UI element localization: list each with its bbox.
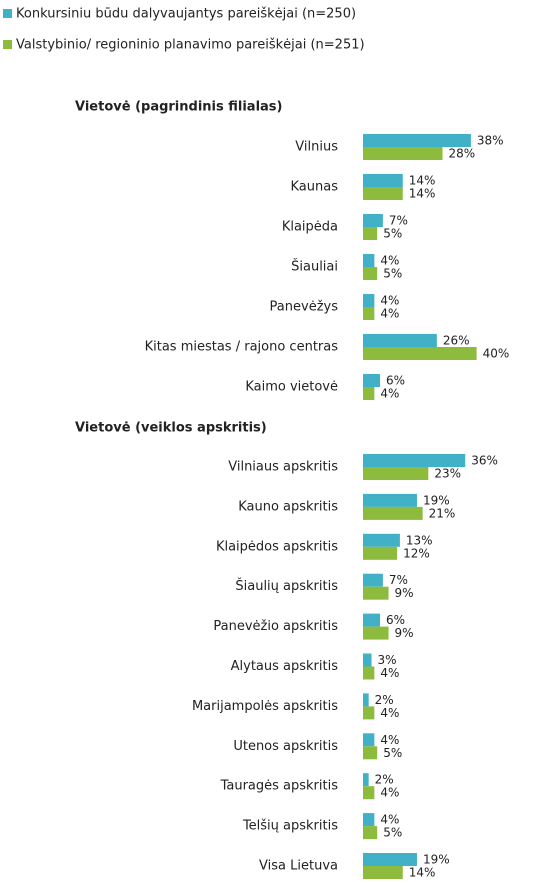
value-label: 4%	[380, 706, 399, 720]
value-label: 19%	[423, 493, 450, 507]
value-label: 21%	[429, 506, 456, 520]
bar	[363, 546, 398, 560]
category-label: Klaipėda	[282, 220, 338, 235]
category-label: Telšių apskritis	[242, 819, 338, 834]
bar	[363, 746, 378, 760]
value-label: 4%	[380, 307, 399, 321]
legend-swatch	[3, 40, 12, 49]
section-title: Vietovė (veiklos apskritis)	[75, 421, 267, 436]
bar	[363, 813, 375, 827]
bar	[363, 267, 378, 280]
bar	[363, 493, 417, 507]
bar	[363, 773, 369, 787]
bar	[363, 786, 375, 800]
bar	[363, 693, 369, 707]
bar	[363, 826, 378, 840]
category-label: Šiaulių apskritis	[235, 578, 338, 594]
bar	[363, 533, 400, 547]
category-label: Tauragės apskritis	[220, 779, 339, 794]
category-label: Šiauliai	[291, 259, 338, 275]
value-label: 7%	[389, 573, 408, 587]
bar	[363, 586, 389, 600]
value-label: 36%	[471, 454, 498, 468]
category-label: Klaipėdos apskritis	[216, 539, 338, 554]
value-label: 13%	[406, 533, 433, 547]
bar	[363, 573, 383, 587]
category-label: Panevėžys	[270, 300, 339, 315]
value-label: 6%	[386, 613, 405, 627]
value-label: 14%	[409, 187, 436, 201]
bar	[363, 666, 375, 680]
value-label: 2%	[375, 773, 394, 787]
bar	[363, 653, 372, 667]
value-label: 38%	[477, 134, 504, 148]
bar	[363, 866, 403, 879]
value-label: 23%	[434, 467, 461, 481]
section-title: Vietovė (pagrindinis filialas)	[75, 100, 282, 115]
bar	[363, 227, 378, 240]
value-label: 6%	[386, 374, 405, 388]
value-label: 4%	[380, 786, 399, 800]
legend-label: Valstybinio/ regioninio planavimo pareiš…	[16, 38, 365, 53]
value-label: 5%	[383, 746, 402, 760]
value-label: 4%	[380, 666, 399, 680]
category-label: Utenos apskritis	[233, 739, 338, 754]
value-label: 28%	[449, 147, 476, 161]
bar	[363, 733, 375, 747]
bar	[363, 853, 417, 866]
bar	[363, 307, 375, 320]
category-label: Vilniaus apskritis	[228, 460, 338, 475]
value-label: 4%	[380, 733, 399, 747]
value-label: 5%	[383, 826, 402, 840]
bar	[363, 214, 383, 227]
bar	[363, 454, 466, 467]
value-label: 7%	[389, 214, 408, 228]
bar	[363, 347, 477, 360]
legend-swatch	[3, 9, 12, 18]
bar	[363, 134, 471, 147]
bar	[363, 334, 437, 347]
value-label: 9%	[395, 586, 414, 600]
value-label: 5%	[383, 267, 402, 281]
value-label: 4%	[380, 254, 399, 268]
category-label: Panevėžio apskritis	[213, 619, 338, 634]
value-label: 3%	[378, 653, 397, 667]
bar	[363, 294, 375, 307]
value-label: 5%	[383, 227, 402, 241]
category-label: Kauno apskritis	[238, 499, 338, 514]
bar	[363, 626, 389, 640]
value-label: 4%	[380, 294, 399, 308]
value-label: 9%	[395, 626, 414, 640]
category-label: Vilnius	[295, 140, 338, 155]
bar	[363, 467, 429, 480]
category-label: Kaunas	[291, 180, 339, 195]
value-label: 4%	[380, 813, 399, 827]
category-label: Kaimo vietovė	[245, 380, 338, 395]
value-label: 14%	[409, 866, 436, 880]
value-label: 40%	[483, 347, 510, 361]
bar	[363, 254, 375, 267]
value-label: 4%	[380, 387, 399, 401]
bar	[363, 506, 423, 520]
bar	[363, 374, 381, 387]
legend-label: Konkursiniu būdu dalyvaujantys pareiškėj…	[16, 7, 356, 22]
bar	[363, 187, 403, 200]
bar	[363, 387, 375, 400]
value-label: 2%	[375, 693, 394, 707]
value-label: 19%	[423, 853, 450, 867]
bar	[363, 706, 375, 720]
bar	[363, 174, 403, 187]
bar	[363, 613, 381, 627]
category-label: Marijampolės apskritis	[192, 699, 338, 714]
value-label: 12%	[403, 546, 430, 560]
category-label: Kitas miestas / rajono centras	[145, 340, 339, 355]
value-label: 26%	[443, 334, 470, 348]
bar	[363, 147, 443, 160]
value-label: 14%	[409, 174, 436, 188]
category-label: Alytaus apskritis	[231, 659, 339, 674]
category-label: Visa Lietuva	[259, 859, 338, 874]
